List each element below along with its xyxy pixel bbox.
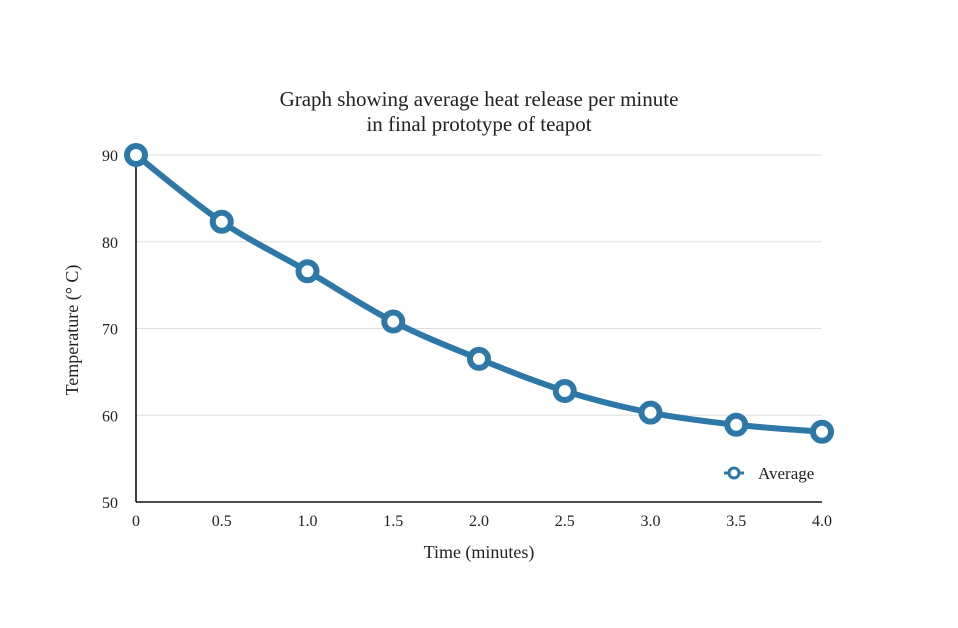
legend: Average xyxy=(724,464,814,483)
y-tick-label: 60 xyxy=(102,408,118,425)
x-tick-labels: 0 0.5 1.0 1.5 2.0 2.5 3.0 3.5 4.0 xyxy=(132,513,832,530)
data-point xyxy=(124,143,148,167)
legend-label-average: Average xyxy=(758,464,814,483)
data-point xyxy=(810,419,834,444)
data-point xyxy=(638,400,663,425)
y-tick-label: 70 xyxy=(102,322,118,339)
data-points xyxy=(124,143,834,444)
data-point xyxy=(209,209,234,234)
x-tick-label: 1.5 xyxy=(383,513,403,530)
x-tick-label: 1.0 xyxy=(298,513,318,530)
y-tick-labels: 50 60 70 80 90 xyxy=(102,148,118,512)
y-tick-label: 80 xyxy=(102,235,118,252)
chart-title-line-1: Graph showing average heat release per m… xyxy=(280,87,679,111)
data-point xyxy=(467,346,491,371)
grid-lines xyxy=(136,154,822,416)
data-point xyxy=(724,412,749,437)
x-tick-label: 4.0 xyxy=(812,513,832,530)
data-point xyxy=(381,309,406,334)
x-tick-label: 0.5 xyxy=(212,513,232,530)
chart-title-line-2: in final prototype of teapot xyxy=(366,112,591,136)
axes xyxy=(135,155,822,503)
y-axis-label: Temperature (° C) xyxy=(62,265,83,396)
x-axis-label: Time (minutes) xyxy=(424,542,535,563)
data-point xyxy=(295,259,320,284)
x-tick-label: 3.5 xyxy=(726,513,746,530)
series-line-average xyxy=(133,152,825,435)
legend-point-marker xyxy=(727,466,741,480)
y-tick-label: 90 xyxy=(102,148,118,165)
x-tick-label: 2.0 xyxy=(469,513,489,530)
x-tick-label: 0 xyxy=(132,513,140,530)
y-tick-label: 50 xyxy=(102,495,118,512)
series-lines xyxy=(133,152,825,435)
data-point xyxy=(552,378,577,403)
x-tick-label: 3.0 xyxy=(641,513,661,530)
x-tick-label: 2.5 xyxy=(555,513,575,530)
